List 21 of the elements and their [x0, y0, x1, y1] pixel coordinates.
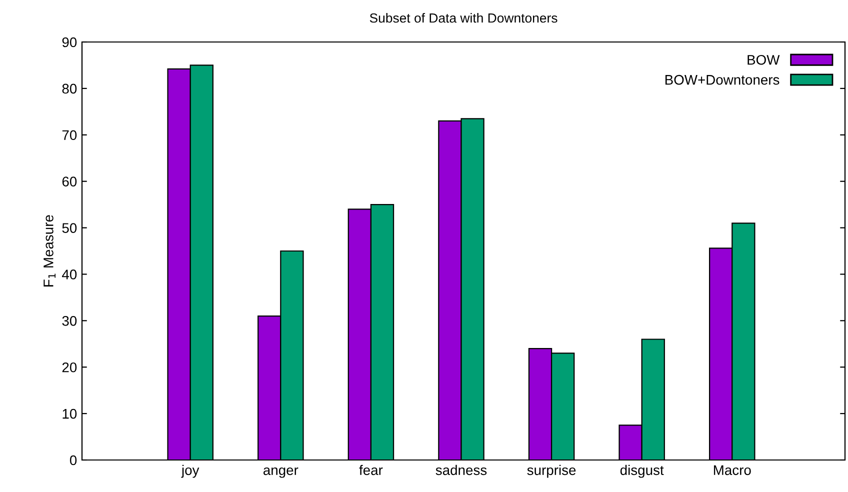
y-tick-label: 90 — [62, 37, 77, 48]
y-tick-label: 30 — [62, 316, 77, 326]
y-tick-label: 20 — [62, 362, 77, 372]
y-axis-title: F$_{1}$ Measure — [44, 215, 56, 286]
y-tick-label: 0 — [70, 455, 77, 466]
x-tick-label: sadness — [436, 464, 487, 476]
y-tick-label: 60 — [62, 176, 77, 187]
x-tick-label: fear — [359, 464, 383, 476]
x-tick-label: disgust — [620, 464, 664, 478]
x-tick-label: joy — [181, 464, 200, 478]
x-tick-label: anger — [263, 467, 298, 478]
x-tick-label: surprise — [527, 464, 576, 478]
y-tick-label: 40 — [62, 270, 77, 280]
y-tick-label: 10 — [62, 408, 77, 419]
y-tick-label: 70 — [62, 130, 77, 140]
chart-title: Subset of Data with Downtoners — [370, 12, 558, 23]
x-tick-label: Macro — [714, 465, 751, 476]
legend-label: BOW — [748, 54, 780, 65]
y-tick-label: 50 — [62, 223, 77, 233]
legend-label: BOW+Downtoners — [665, 74, 780, 85]
y-tick-label: 80 — [62, 84, 77, 94]
